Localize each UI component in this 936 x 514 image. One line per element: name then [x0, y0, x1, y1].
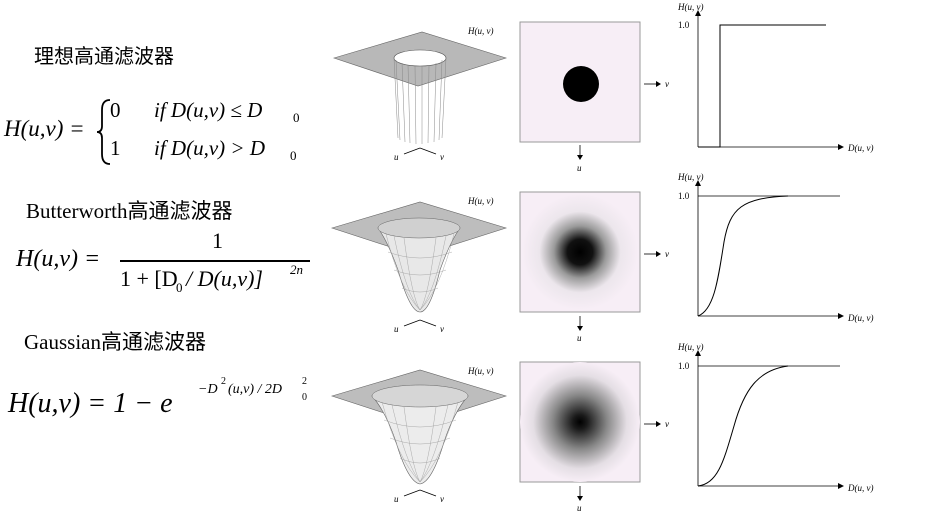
butterworth-plot-x-label: D(u, v): [847, 313, 874, 323]
gaussian-surface-plot: H(u, v) u v: [330, 366, 508, 504]
butterworth-plot-curve: [697, 195, 789, 317]
ideal-formula: H(u,v) = 0 if D(u,v) ≤ D 0 1 if D(u,v) >…: [4, 96, 314, 168]
ideal-case1-value: 0: [110, 98, 121, 122]
ideal-plot-tick: 1.0: [678, 20, 690, 30]
gaussian-image-v-label: v: [665, 419, 669, 429]
gaussian-exponent-mid: (u,v) / 2D: [228, 382, 283, 397]
gaussian-surface-v-label: v: [440, 494, 444, 504]
butterworth-filter-image: v u: [519, 191, 669, 343]
ideal-surface-plot: H(u, v) u v: [332, 26, 508, 162]
gaussian-plot-y-label: H(u, v): [678, 342, 704, 352]
butterworth-image-v-label: v: [665, 249, 669, 259]
butterworth-plot-tick: 1.0: [678, 191, 690, 201]
butterworth-surface-plot: H(u, v) u v: [330, 196, 508, 334]
ideal-plot-x-label: D(u, v): [847, 143, 874, 153]
ideal-title: 理想高通滤波器: [34, 44, 174, 68]
ideal-case1-cond: if D(u,v) ≤ D: [154, 98, 263, 122]
ideal-image-u-label: u: [577, 163, 582, 173]
gaussian-formula: H(u,v) = 1 − e −D 2 (u,v) / 2D 0 2: [8, 372, 328, 428]
ideal-plot-y-label: H(u, v): [678, 2, 704, 12]
butterworth-plot-y-label: H(u, v): [678, 172, 704, 182]
ideal-case2-value: 1: [110, 136, 121, 160]
gaussian-filter-image: v u: [519, 361, 669, 513]
butterworth-formula: H(u,v) = 1 1 + [D 0 / D(u,v)] 2n: [16, 228, 316, 300]
gaussian-formula-lhs: H(u,v) = 1 − e: [8, 388, 173, 419]
ideal-surface-huv-label: H(u, v): [467, 26, 494, 36]
butterworth-formula-lhs: H(u,v) =: [16, 246, 101, 272]
ideal-surface-v-label: v: [440, 152, 444, 162]
butterworth-surface-huv-label: H(u, v): [467, 196, 494, 206]
ideal-formula-brace: [96, 99, 111, 165]
ideal-plot-curve: [698, 24, 826, 148]
gaussian-title: Gaussian高通滤波器: [24, 330, 206, 354]
butterworth-surface-v-label: v: [440, 324, 444, 334]
ideal-profile-chart: H(u, v) 1.0 D(u, v): [678, 2, 874, 153]
butterworth-filter-blob: [522, 194, 638, 310]
ideal-formula-lhs: H(u,v) =: [4, 116, 85, 141]
ideal-case2-sub: 0: [290, 148, 297, 163]
butterworth-profile-chart: H(u, v) 1.0 D(u, v): [678, 172, 874, 323]
butterworth-numerator: 1: [212, 228, 223, 253]
ideal-surface-u-label: u: [394, 152, 399, 162]
butterworth-denominator-sub: 0: [176, 280, 183, 295]
butterworth-surface-u-label: u: [394, 324, 399, 334]
butterworth-fraction-bar: [120, 260, 310, 262]
ideal-filter-disk: [563, 66, 599, 102]
gaussian-profile-chart: H(u, v) 1.0 D(u, v): [678, 342, 874, 493]
butterworth-title: Butterworth高通滤波器: [26, 199, 233, 223]
gaussian-plot-tick: 1.0: [678, 361, 690, 371]
gaussian-surface-u-label: u: [394, 494, 399, 504]
gaussian-plot-x-label: D(u, v): [847, 483, 874, 493]
gaussian-filter-blob: [520, 362, 640, 482]
ideal-surface-walls: [393, 57, 447, 145]
butterworth-denominator-mid: / D(u,v)]: [186, 266, 263, 291]
butterworth-denominator-sup: 2n: [290, 262, 303, 277]
butterworth-image-u-label: u: [577, 333, 582, 343]
gaussian-exponent-sup: 2: [221, 376, 226, 387]
gaussian-exponent-sup2: 2: [302, 376, 307, 387]
gaussian-exponent-pre: −D: [198, 382, 218, 397]
ideal-case1-sub: 0: [293, 110, 300, 125]
gaussian-image-u-label: u: [577, 503, 582, 513]
ideal-case2-cond: if D(u,v) > D: [154, 136, 265, 160]
butterworth-denominator-pre: 1 + [D: [120, 266, 178, 291]
ideal-image-v-label: v: [665, 79, 669, 89]
gaussian-surface-huv-label: H(u, v): [467, 366, 494, 376]
gaussian-exponent-sub: 0: [302, 392, 307, 403]
ideal-filter-image: v u: [519, 21, 669, 173]
gaussian-plot-curve: [697, 365, 789, 487]
